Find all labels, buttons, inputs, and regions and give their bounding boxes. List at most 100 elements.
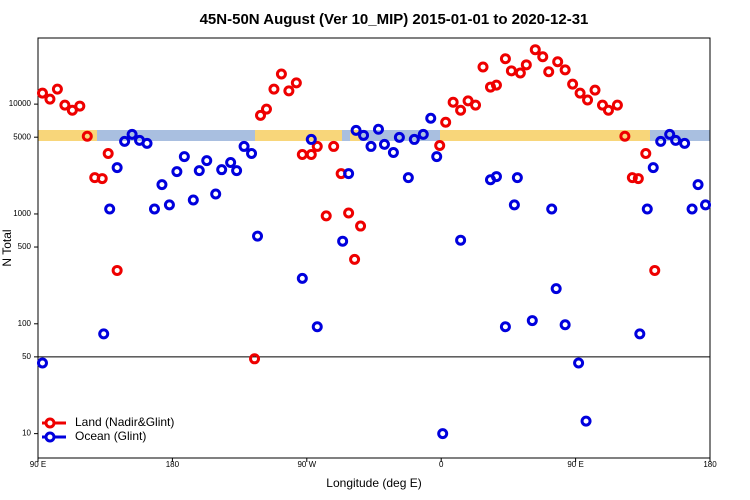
marker — [470, 99, 482, 111]
marker — [431, 151, 443, 163]
x-tick-label: 180 — [166, 460, 180, 469]
marker — [626, 172, 638, 184]
marker — [490, 79, 502, 91]
marker — [559, 319, 571, 331]
land-band — [440, 130, 650, 141]
marker — [477, 61, 489, 73]
y-axis-label: N Total — [0, 229, 14, 266]
marker — [434, 140, 446, 152]
marker — [255, 109, 267, 121]
marker — [573, 357, 585, 369]
marker — [296, 272, 308, 284]
marker — [163, 199, 175, 211]
marker — [365, 140, 377, 152]
x-tick-label: 180 — [703, 460, 717, 469]
marker — [514, 67, 526, 79]
y-tick-label: 50 — [22, 352, 31, 361]
marker — [355, 220, 367, 232]
ocean-band — [650, 130, 710, 141]
marker — [36, 357, 48, 369]
marker — [260, 103, 272, 115]
x-tick-label: 0 — [439, 460, 444, 469]
marker — [679, 137, 691, 149]
marker — [201, 155, 213, 167]
marker — [102, 148, 114, 160]
x-tick-label: 90 W — [297, 460, 316, 469]
marker — [619, 130, 631, 142]
x-axis-label: Longitude (deg E) — [326, 476, 421, 490]
marker — [51, 83, 63, 95]
marker — [437, 428, 449, 440]
marker — [589, 84, 601, 96]
marker — [96, 173, 108, 185]
marker — [546, 203, 558, 215]
marker — [252, 230, 264, 242]
marker — [505, 65, 517, 77]
marker — [231, 165, 243, 177]
x-tick-label: 90 E — [567, 460, 583, 469]
marker — [499, 321, 511, 333]
marker — [559, 64, 571, 76]
ocean-band — [97, 130, 255, 141]
marker — [508, 199, 520, 211]
marker — [210, 188, 222, 200]
marker — [148, 203, 160, 215]
marker — [328, 140, 340, 152]
marker — [641, 203, 653, 215]
marker — [156, 179, 168, 191]
marker — [499, 53, 511, 65]
marker — [178, 151, 190, 163]
legend-label: Land (Nadir&Glint) — [75, 415, 174, 429]
marker — [246, 148, 258, 160]
marker — [349, 253, 361, 265]
marker — [81, 130, 93, 142]
marker — [320, 210, 332, 222]
marker — [440, 116, 452, 128]
marker — [225, 157, 237, 169]
marker — [249, 353, 261, 365]
marker — [582, 94, 594, 106]
y-tick-label: 100 — [18, 319, 32, 328]
marker — [378, 138, 390, 150]
marker — [216, 164, 228, 176]
marker — [511, 172, 523, 184]
marker — [425, 112, 437, 124]
marker — [126, 128, 138, 140]
marker — [490, 171, 502, 183]
marker — [402, 172, 414, 184]
marker — [275, 68, 287, 80]
marker — [664, 128, 676, 140]
land-band — [255, 130, 342, 141]
marker — [634, 328, 646, 340]
ocean-band — [360, 130, 440, 141]
marker — [59, 99, 71, 111]
chart-title: 45N-50N August (Ver 10_MIP) 2015-01-01 t… — [200, 11, 589, 28]
marker — [632, 173, 644, 185]
marker — [193, 165, 205, 177]
marker — [305, 133, 317, 145]
marker — [111, 162, 123, 174]
plot-frame — [37, 37, 711, 459]
marker — [670, 134, 682, 146]
marker — [596, 99, 608, 111]
y-tick-label: 1000 — [13, 209, 31, 218]
marker — [311, 140, 323, 152]
legend-marker — [44, 417, 56, 429]
land-band — [38, 130, 97, 141]
marker — [350, 124, 362, 136]
marker — [408, 133, 420, 145]
marker — [455, 234, 467, 246]
y-tick-label: 10 — [22, 429, 31, 438]
marker — [111, 264, 123, 276]
marker — [640, 148, 652, 160]
marker — [649, 264, 661, 276]
legend-label: Ocean (Glint) — [75, 429, 146, 443]
marker — [692, 179, 704, 191]
marker — [543, 66, 555, 78]
marker — [387, 146, 399, 158]
marker — [550, 283, 562, 295]
marker — [602, 104, 614, 116]
marker — [686, 203, 698, 215]
